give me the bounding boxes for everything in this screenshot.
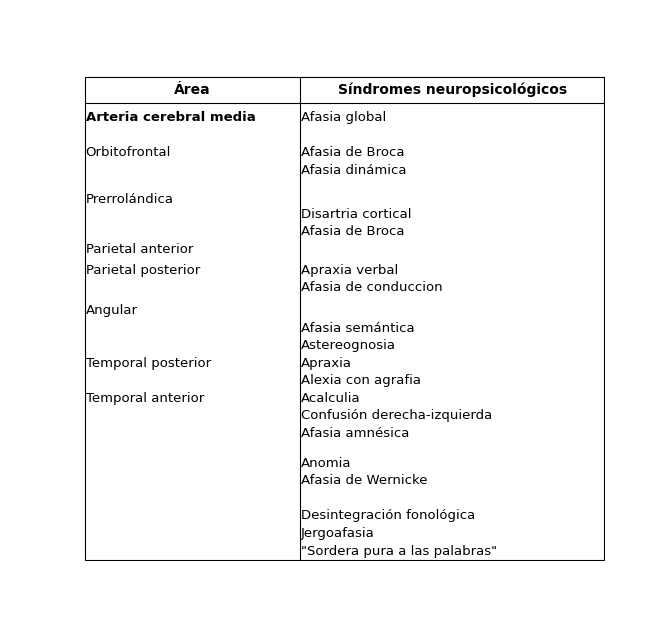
Text: Afasia de Broca: Afasia de Broca xyxy=(301,225,405,238)
Text: Confusión derecha-izquierda: Confusión derecha-izquierda xyxy=(301,410,493,422)
Text: Desintegración fonológica: Desintegración fonológica xyxy=(301,510,475,522)
Text: Arteria cerebral media: Arteria cerebral media xyxy=(86,111,255,124)
Text: Afasia dinámica: Afasia dinámica xyxy=(301,164,407,176)
Text: Parietal anterior: Parietal anterior xyxy=(86,243,193,256)
Text: Afasia de Wernicke: Afasia de Wernicke xyxy=(301,474,427,487)
Text: Astereognosia: Astereognosia xyxy=(301,339,396,352)
Text: Disartria cortical: Disartria cortical xyxy=(301,207,411,220)
Text: Orbitofrontal: Orbitofrontal xyxy=(86,146,171,159)
Text: Afasia global: Afasia global xyxy=(301,111,386,124)
Text: Afasia semántica: Afasia semántica xyxy=(301,321,415,335)
Text: Anomia: Anomia xyxy=(301,457,351,470)
Text: Alexia con agrafia: Alexia con agrafia xyxy=(301,374,421,387)
Text: Afasia amnésica: Afasia amnésica xyxy=(301,427,409,440)
Text: "Sordera pura a las palabras": "Sordera pura a las palabras" xyxy=(301,544,497,558)
Text: Temporal posterior: Temporal posterior xyxy=(86,357,211,370)
Text: Temporal anterior: Temporal anterior xyxy=(86,392,204,405)
Text: Apraxia: Apraxia xyxy=(301,357,352,370)
Text: Jergoafasia: Jergoafasia xyxy=(301,527,375,540)
Text: Área: Área xyxy=(174,83,211,97)
Text: Angular: Angular xyxy=(86,304,138,317)
Text: Prerrolándica: Prerrolándica xyxy=(86,193,173,207)
Text: Afasia de conduccion: Afasia de conduccion xyxy=(301,281,443,294)
Text: Apraxia verbal: Apraxia verbal xyxy=(301,264,398,277)
Text: Acalculia: Acalculia xyxy=(301,392,361,405)
Text: Afasia de Broca: Afasia de Broca xyxy=(301,146,405,159)
Text: Parietal posterior: Parietal posterior xyxy=(86,264,200,277)
Text: Síndromes neuropsicológicos: Síndromes neuropsicológicos xyxy=(337,83,566,98)
